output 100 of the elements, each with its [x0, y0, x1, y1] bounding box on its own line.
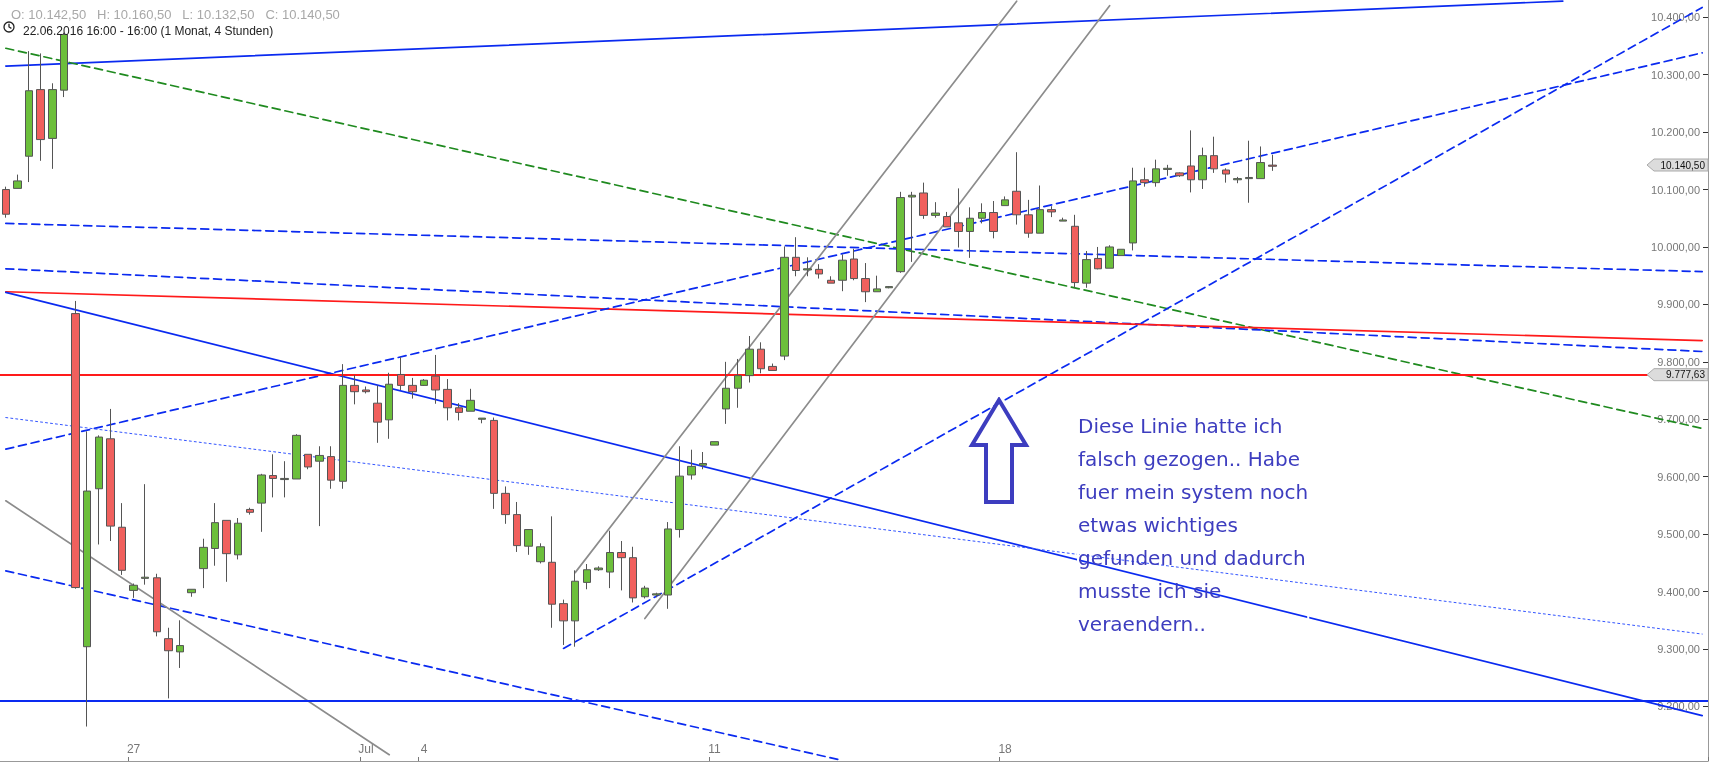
candlestick	[466, 388, 475, 412]
y-tick-label: 9.400,00	[1657, 585, 1700, 598]
candlestick	[1036, 185, 1044, 234]
candlestick	[13, 174, 22, 189]
candlestick	[280, 460, 289, 498]
y-tick-label: 10.300,00	[1651, 68, 1700, 81]
candlestick	[397, 356, 405, 391]
x-tick-label: 4	[420, 742, 428, 756]
candlestick	[1094, 246, 1102, 270]
candlestick	[524, 529, 533, 556]
text: 22.06.2016 16:00 - 16:00 (1 Monat, 4 Stunden)	[23, 24, 274, 38]
candlestick	[164, 627, 173, 699]
y-tick-label: 9.800,00	[1657, 355, 1700, 368]
candlestick	[1071, 214, 1079, 289]
candlestick	[176, 619, 184, 669]
candlestick	[745, 335, 754, 384]
y-tick-label: 10.100,00	[1651, 183, 1700, 196]
candlestick	[118, 502, 126, 576]
candlestick	[129, 583, 138, 599]
candlestick	[339, 363, 347, 490]
candlestick	[583, 563, 591, 590]
candlestick	[1082, 250, 1091, 289]
candlestick	[1012, 151, 1021, 226]
candlestick	[257, 473, 266, 533]
y-tick-label: 9.500,00	[1657, 528, 1700, 541]
candlestick	[315, 445, 324, 527]
candlestick	[141, 483, 149, 586]
candlestick	[1268, 154, 1277, 172]
candlestick	[594, 565, 603, 572]
candlestick	[373, 384, 382, 444]
x-tick-label: 11	[708, 742, 722, 756]
candlestick	[211, 502, 219, 567]
x-tick-label: 27	[126, 742, 141, 756]
candlestick	[36, 52, 45, 162]
candlestick	[1129, 167, 1137, 251]
candlestick	[1175, 171, 1184, 178]
candlestick	[675, 445, 684, 539]
candlestick	[443, 378, 452, 421]
x-tick-label: 18	[998, 742, 1013, 756]
candlestick	[2, 186, 10, 219]
candlestick	[978, 202, 986, 224]
candlestick	[919, 182, 928, 220]
candlestick	[792, 236, 800, 277]
candlestick	[1140, 167, 1149, 188]
candlestick	[1001, 195, 1009, 207]
candlestick	[1152, 159, 1160, 188]
candlestick	[641, 585, 649, 599]
candlestick	[606, 530, 614, 589]
candlestick	[350, 374, 359, 405]
candlestick	[548, 515, 556, 629]
candlestick	[501, 485, 510, 525]
candlestick	[1105, 244, 1114, 269]
candlestick	[815, 263, 823, 280]
candlestick	[1047, 205, 1056, 218]
candlestick	[710, 441, 719, 446]
candlestick	[95, 434, 103, 545]
candlestick	[292, 433, 301, 480]
y-tick-label: 10.400,00	[1651, 11, 1700, 24]
candlestick	[652, 592, 661, 598]
text: O: 10.142,50 H: 10.160,50 L: 10.132,50 C: 10.140,50	[11, 7, 340, 22]
candlestick	[1233, 176, 1242, 184]
x-tick-label: Jul	[358, 742, 374, 756]
candlestick	[408, 377, 417, 400]
candlestick	[222, 519, 231, 583]
candlestick	[943, 211, 951, 228]
candlestick	[48, 82, 57, 170]
candlestick	[734, 358, 742, 409]
candlestick	[420, 378, 428, 387]
candlestick	[896, 191, 905, 274]
y-tick-label: 9.900,00	[1657, 298, 1700, 311]
candlestick	[1222, 167, 1230, 184]
candlestick	[1256, 145, 1265, 180]
candlestick	[455, 402, 463, 421]
ref-line-label: 9.777,63	[1666, 369, 1706, 381]
candlestick	[861, 262, 870, 303]
candlestick	[687, 449, 696, 481]
candlestick	[989, 200, 998, 239]
candlestick	[664, 521, 672, 610]
candlestick	[246, 507, 254, 516]
candlestick	[885, 285, 893, 289]
candlestick	[1198, 147, 1207, 190]
candlestick	[780, 245, 789, 361]
candlestick	[850, 248, 858, 281]
candlestick	[1163, 164, 1172, 177]
candlestick	[1059, 217, 1067, 222]
candlestick	[490, 417, 498, 510]
candlestick	[629, 546, 637, 603]
candlestick	[106, 408, 115, 542]
candlestick	[304, 453, 312, 470]
candlestick	[431, 354, 440, 405]
candlestick	[1117, 248, 1125, 257]
candlestick	[827, 275, 835, 284]
y-tick-label: 10.000,00	[1651, 240, 1700, 253]
annotation: 10.140,50	[1660, 159, 1706, 171]
candlestick	[362, 386, 370, 394]
y-tick-label: 10.200,00	[1651, 126, 1700, 139]
candlestick	[1187, 129, 1195, 193]
candlestick	[873, 275, 881, 293]
candlestick	[617, 540, 626, 591]
y-tick-label: 9.600,00	[1657, 470, 1700, 483]
